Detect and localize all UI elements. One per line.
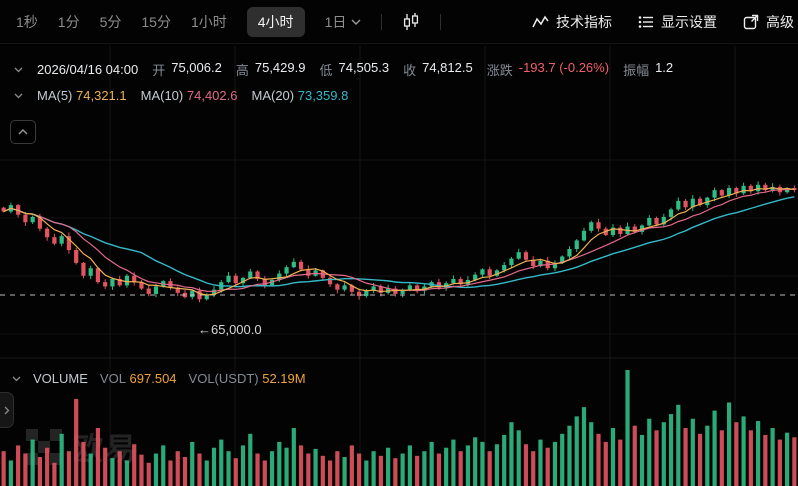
ma5-value: 74,321.1 — [76, 88, 127, 103]
vol-value: 697.504 — [129, 371, 177, 386]
ma-indicator-row: MA(5) 74,321.1 MA(10) 74,402.6 MA(20) 73… — [14, 88, 348, 103]
candlestick-style-icon[interactable] — [402, 12, 420, 32]
close-label: 收 — [403, 63, 417, 78]
open-label: 开 — [152, 63, 166, 78]
technical-indicators-button[interactable]: 技术指标 — [532, 12, 612, 32]
toolbar-divider — [381, 13, 383, 30]
chevron-up-icon — [18, 129, 28, 135]
left-panel-expander[interactable] — [0, 392, 14, 428]
collapse-ma-chevron-icon[interactable] — [14, 93, 23, 99]
collapse-pane-button[interactable] — [10, 120, 36, 144]
chart-toolbar: 1秒 1分 5分 15分 1小时 4小时 1日 — [0, 0, 798, 44]
display-settings-button[interactable]: 显示设置 — [638, 12, 717, 32]
timeframe-1day: 1日 — [324, 13, 347, 30]
candle-datetime: 2026/04/16 04:00 — [37, 62, 139, 77]
change-value: -193.7 (-0.26%) — [518, 60, 610, 75]
lowest-price-marker: ←65,000.0 — [198, 322, 262, 337]
technical-indicators-label: 技术指标 — [556, 13, 612, 30]
toolbar-divider — [440, 13, 442, 30]
indicator-line-icon — [532, 15, 549, 29]
timeframe-1sec[interactable]: 1秒 — [16, 13, 38, 30]
ohlc-info-row: 2026/04/16 04:00 开 75,006.2 高 75,429.9 低 74… — [14, 60, 673, 79]
timeframe-4hour[interactable]: 4小时 — [246, 6, 305, 37]
amplitude-value: 1.2 — [655, 60, 674, 75]
timeframe-1hour[interactable]: 1小时 — [190, 13, 227, 30]
open-value: 75,006.2 — [171, 60, 222, 75]
settings-list-icon — [638, 15, 654, 29]
advanced-chart-button[interactable]: 高级 — [743, 12, 794, 32]
timeframe-1min[interactable]: 1分 — [57, 13, 80, 30]
chevron-down-icon — [351, 19, 361, 25]
okx-logo-icon — [26, 428, 62, 465]
close-value: 74,812.5 — [422, 60, 473, 75]
amplitude-label: 振幅 — [623, 63, 650, 78]
collapse-info-chevron-icon[interactable] — [14, 67, 23, 73]
low-label: 低 — [319, 63, 333, 78]
advanced-chart-label: 高级 — [766, 13, 794, 30]
ma20-label: MA(20) — [251, 88, 295, 103]
ma10-value: 74,402.6 — [186, 88, 238, 103]
ma20-value: 73,359.8 — [297, 88, 349, 103]
volume-title: VOLUME — [33, 371, 88, 386]
timeframe-1day-dropdown[interactable]: 1日 — [325, 12, 362, 32]
vol-label: VOL — [99, 371, 126, 386]
low-value: 74,505.3 — [338, 60, 390, 75]
display-settings-label: 显示设置 — [661, 13, 717, 30]
high-value: 75,429.9 — [254, 60, 306, 75]
high-label: 高 — [235, 63, 249, 78]
vol-usdt-value: 52.19M — [262, 371, 306, 386]
ma10-label: MA(10) — [140, 88, 184, 103]
change-label: 涨跌 — [486, 63, 513, 78]
popout-window-icon — [743, 14, 759, 30]
chevron-right-icon — [4, 406, 9, 414]
vol-usdt-label: VOL(USDT) — [188, 371, 259, 386]
collapse-volume-chevron-icon[interactable] — [12, 376, 21, 382]
timeframe-15min[interactable]: 15分 — [141, 13, 171, 30]
ma5-label: MA(5) — [37, 88, 73, 103]
volume-indicator-row: VOLUME VOL 697.504 VOL(USDT) 52.19M — [12, 371, 306, 386]
timeframe-5min[interactable]: 5分 — [99, 13, 122, 30]
